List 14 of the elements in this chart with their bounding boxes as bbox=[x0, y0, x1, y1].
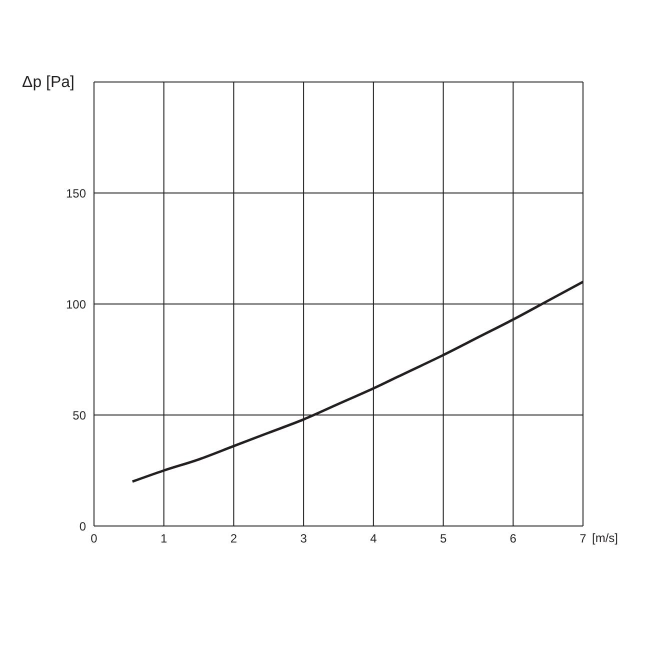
x-tick-label: 3 bbox=[300, 532, 308, 546]
y-tick-label: 100 bbox=[66, 297, 86, 312]
y-tick-label: 0 bbox=[79, 519, 86, 534]
x-axis-title: [m/s] bbox=[592, 531, 618, 545]
x-tick-label: 4 bbox=[370, 532, 378, 546]
x-tick-label: 0 bbox=[90, 532, 98, 546]
x-tick-label: 6 bbox=[510, 532, 517, 546]
x-tick-label: 2 bbox=[230, 532, 238, 546]
x-tick-label: 5 bbox=[440, 532, 447, 546]
y-tick-label: 50 bbox=[72, 408, 86, 422]
y-tick-label: 150 bbox=[66, 186, 86, 200]
y-axis-title: Δp [Pa] bbox=[22, 74, 74, 92]
x-tick-label: 1 bbox=[160, 532, 168, 546]
x-tick-label: 7 bbox=[580, 532, 587, 546]
